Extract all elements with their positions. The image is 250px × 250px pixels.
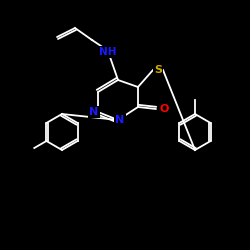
Text: NH: NH (99, 47, 117, 57)
Text: N: N (116, 115, 124, 125)
Text: O: O (159, 104, 169, 114)
Text: N: N (90, 107, 98, 117)
Text: S: S (154, 65, 162, 75)
